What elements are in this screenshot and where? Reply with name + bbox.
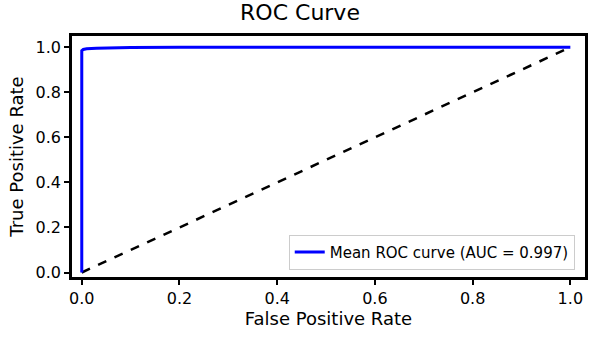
svg-text:1.0: 1.0 xyxy=(36,38,61,57)
svg-text:0.8: 0.8 xyxy=(460,289,485,308)
svg-text:ROC Curve: ROC Curve xyxy=(240,0,360,25)
svg-text:0.6: 0.6 xyxy=(362,289,387,308)
svg-text:1.0: 1.0 xyxy=(558,289,583,308)
svg-text:0.8: 0.8 xyxy=(36,83,61,102)
svg-text:0.0: 0.0 xyxy=(36,263,61,282)
svg-text:0.4: 0.4 xyxy=(264,289,289,308)
svg-text:False Positive Rate: False Positive Rate xyxy=(245,308,412,329)
svg-text:0.4: 0.4 xyxy=(36,173,61,192)
svg-text:0.0: 0.0 xyxy=(69,289,94,308)
svg-text:0.2: 0.2 xyxy=(36,218,61,237)
svg-text:Mean ROC curve (AUC = 0.997): Mean ROC curve (AUC = 0.997) xyxy=(330,244,568,262)
svg-text:0.2: 0.2 xyxy=(167,289,192,308)
svg-text:0.6: 0.6 xyxy=(36,128,61,147)
svg-text:True Positive Rate: True Positive Rate xyxy=(6,76,27,237)
